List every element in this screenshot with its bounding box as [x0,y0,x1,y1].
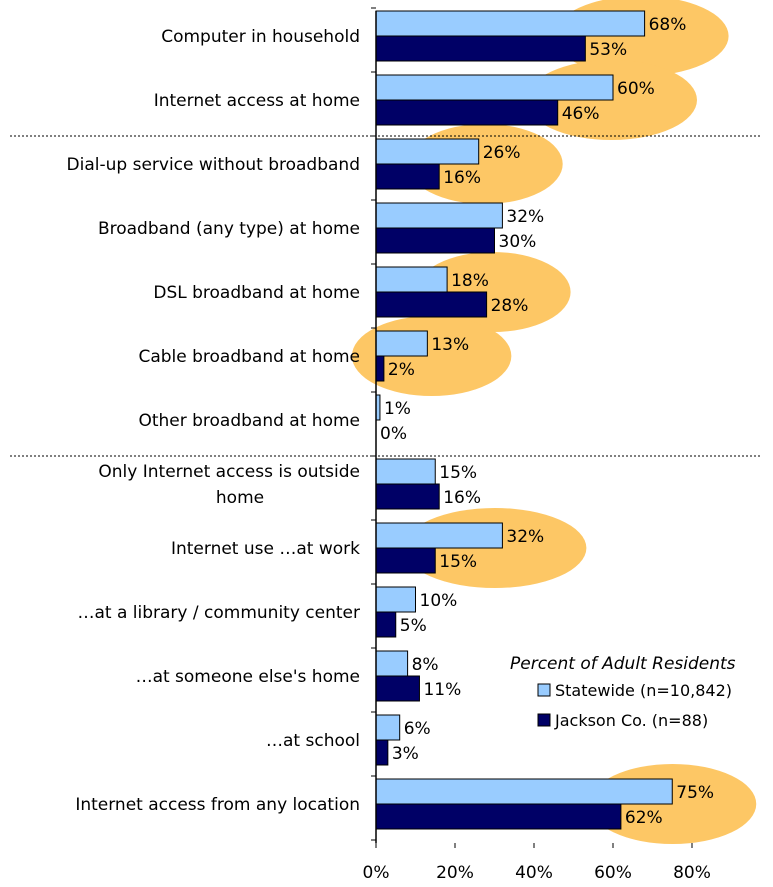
bar-jackson [375,483,440,510]
bar-statewide [375,202,503,229]
category-label-line: Other broadband at home [138,411,360,431]
category-label: …at school [266,731,360,751]
x-axis-ticks: 0% 20% 40% 60% 80% [363,843,711,883]
value-label: 68% [649,15,687,35]
value-label: 30% [499,232,537,252]
value-label: 16% [443,168,481,188]
bar-jackson [375,163,440,190]
x-tick-label: 80% [673,863,711,883]
bar-jackson [375,611,397,638]
value-label: 6% [404,719,431,739]
x-tick-label: 40% [515,863,553,883]
bar-statewide [375,266,448,293]
legend: Percent of Adult Residents Statewide (n=… [510,654,736,730]
value-label: 15% [439,552,477,572]
value-label: 60% [617,79,655,99]
value-label: 16% [443,488,481,508]
category-label-line: Only Internet access is outside [98,462,360,482]
value-labels: 68%53%60%46%26%16%32%30%18%28%13%2%1%0%1… [380,15,714,828]
bar-jackson [375,355,385,382]
bar-jackson [375,739,389,766]
bars [375,10,673,830]
category-label: …at a library / community center [77,603,360,623]
value-label: 32% [506,207,544,227]
category-label: Internet access at home [154,91,360,111]
category-label-line: Internet access at home [154,91,360,111]
value-label: 0% [380,424,407,444]
bar-statewide [375,10,646,37]
value-label: 3% [392,744,419,764]
bar-statewide [375,586,416,613]
category-label-line: Internet use …at work [171,539,360,559]
bar-statewide [375,714,401,741]
category-label: Internet access from any location [75,795,360,815]
category-label: Only Internet access is outside home [98,462,360,508]
category-labels: Computer in household Internet access at … [67,27,361,815]
value-label: 62% [625,808,663,828]
group-separators [10,135,762,457]
value-label: 8% [412,655,439,675]
bar-jackson [375,35,586,62]
bar-jackson [375,547,436,574]
category-axis [371,7,377,843]
bar-statewide [375,74,614,101]
x-tick-label: 60% [594,863,632,883]
value-label: 10% [420,591,458,611]
bar-jackson [375,803,622,830]
category-label: …at someone else's home [136,667,360,687]
bar-statewide [375,138,480,165]
legend-title: Percent of Adult Residents [510,654,736,674]
value-label: 32% [506,527,544,547]
value-label: 5% [400,616,427,636]
x-tick-label: 0% [363,863,390,883]
category-label-line: Cable broadband at home [138,347,360,367]
bar-statewide [375,778,673,805]
category-label: Dial-up service without broadband [67,155,360,175]
value-label: 75% [676,783,714,803]
bar-statewide [375,458,436,485]
category-label-line: home [216,488,264,508]
value-label: 26% [483,143,521,163]
category-label-line: Broadband (any type) at home [98,219,360,239]
bar-jackson [375,99,559,126]
category-label: Other broadband at home [138,411,360,431]
value-label: 18% [451,271,489,291]
category-label-line: Computer in household [161,27,360,47]
legend-swatch [537,713,551,727]
legend-entry: Statewide (n=10,842) [555,681,732,700]
bar-statewide [375,330,428,357]
category-label: Broadband (any type) at home [98,219,360,239]
category-label-line: …at school [266,731,360,751]
category-label: Cable broadband at home [138,347,360,367]
bar-jackson [375,227,495,254]
legend-entry: Jackson Co. (n=88) [554,711,708,730]
legend-swatch [537,683,551,697]
bar-jackson [375,675,420,702]
category-label: DSL broadband at home [153,283,360,303]
value-label: 2% [388,360,415,380]
category-label-line: Dial-up service without broadband [67,155,360,175]
category-label-line: …at someone else's home [136,667,360,687]
value-label: 28% [491,296,529,316]
value-label: 15% [439,463,477,483]
value-label: 1% [384,399,411,419]
bar-statewide [375,522,503,549]
category-label: Computer in household [161,27,360,47]
category-label: Internet use …at work [171,539,360,559]
category-label-line: DSL broadband at home [153,283,360,303]
value-label: 13% [431,335,469,355]
bar-jackson [375,291,488,318]
value-label: 53% [589,40,627,60]
x-tick-label: 20% [436,863,474,883]
category-label-line: Internet access from any location [75,795,360,815]
value-label: 11% [423,680,461,700]
category-label-line: …at a library / community center [77,603,360,623]
bar-statewide [375,650,409,677]
value-label: 46% [562,104,600,124]
